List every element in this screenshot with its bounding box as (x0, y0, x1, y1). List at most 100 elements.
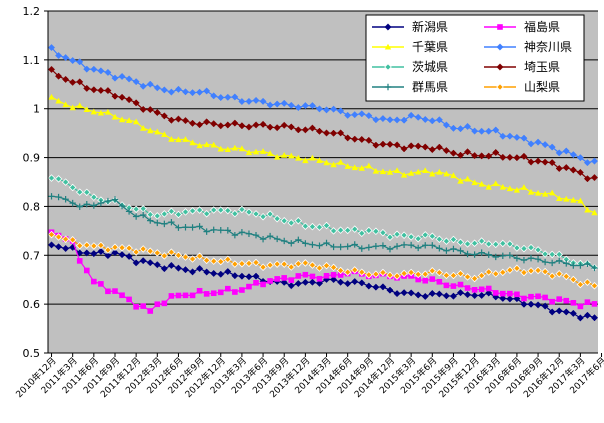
series-1-point (428, 289, 436, 298)
series-3-point (414, 168, 422, 175)
series-6-point (506, 153, 514, 161)
series-3-point (309, 154, 316, 161)
series-8-point (202, 256, 211, 265)
y-tick-label: 0.6 (23, 298, 41, 311)
series-8-point (287, 263, 296, 271)
series-6-point (273, 124, 281, 132)
series-3-point (83, 106, 90, 112)
y-tick-label: 1.1 (23, 54, 41, 67)
series-6-point (372, 141, 380, 149)
series-7-point (323, 239, 330, 247)
series-8-point (153, 249, 162, 257)
series-2-point (457, 281, 464, 288)
series-6-point (203, 118, 211, 126)
y-tick-label: 1 (33, 103, 40, 116)
series-4-point (266, 101, 274, 109)
series-1-point (245, 273, 253, 281)
series-1-point (174, 264, 183, 272)
series-3-point (69, 104, 76, 111)
series-4-point (90, 65, 98, 73)
series-6-point (315, 127, 324, 135)
series-6-point (266, 123, 274, 131)
series-3-point (429, 170, 436, 177)
series-1-point (372, 283, 380, 291)
series-3-point (118, 116, 126, 123)
series-7-point (154, 219, 161, 227)
series-4-point (238, 97, 246, 106)
series-6-point (174, 115, 183, 123)
series-3-point (90, 108, 98, 115)
y-tick-label: 0.5 (23, 347, 41, 360)
series-8-point (379, 268, 387, 277)
series-5-point (407, 233, 415, 241)
series-3-point (577, 197, 584, 204)
series-5-point (132, 205, 140, 213)
series-3-point (76, 102, 83, 109)
series-2-point (591, 301, 598, 307)
series-2-point (295, 273, 302, 279)
series-4-point (224, 93, 232, 101)
series-5-point (336, 226, 345, 234)
series-6-point (520, 152, 528, 160)
series-7-point (548, 259, 556, 267)
series-6-point (337, 129, 345, 137)
series-5-point (195, 206, 204, 214)
series-6-point (456, 151, 465, 159)
series-1 (47, 241, 599, 322)
series-3-point (520, 184, 528, 190)
series-4-point (308, 102, 316, 110)
series-8-point (104, 246, 112, 254)
series-6-point (421, 143, 429, 151)
series-2-point (217, 289, 224, 296)
series-3-point (457, 177, 464, 184)
series-3-point (527, 188, 535, 195)
series-8-point (266, 261, 274, 269)
series-2-point (302, 271, 309, 278)
series-2-point (330, 272, 337, 278)
legend-swatch-point (384, 43, 392, 50)
series-6-point (562, 164, 570, 172)
series-7-point (210, 226, 217, 233)
series-7-point (471, 251, 478, 258)
series-8-point (195, 252, 204, 260)
series-3-point (182, 136, 189, 142)
series-1-point (379, 283, 387, 291)
series-5-point (428, 232, 437, 241)
series-2-point (267, 278, 273, 284)
series-7-point (372, 243, 380, 250)
series-8-point (294, 259, 303, 268)
series-5-point (513, 244, 521, 252)
series-2-point (464, 285, 471, 291)
series-4-point (379, 115, 387, 123)
series-6-point (492, 148, 500, 157)
series-4-point (407, 111, 415, 119)
series-7-point (139, 211, 147, 219)
series-1-point (181, 266, 190, 274)
legend-entry: 群馬県 (372, 80, 448, 94)
series-8-point (343, 268, 352, 276)
series-3-point (111, 113, 119, 120)
series-3-point (351, 164, 358, 171)
series-8-point (301, 259, 310, 267)
series-8-point (477, 271, 486, 280)
series-4-point (203, 87, 211, 95)
series-5-point (520, 244, 528, 253)
series-3-point (344, 163, 351, 169)
legend-swatch-point (497, 24, 503, 30)
series-1-point (104, 252, 112, 260)
series-7-point (295, 236, 302, 244)
series-6-point (259, 120, 267, 128)
series-7-point (506, 252, 514, 259)
series-7-point (570, 262, 577, 269)
series-6-point (499, 153, 507, 161)
series-8-point (393, 272, 401, 280)
series-2-point (316, 275, 323, 282)
series-6-point (252, 121, 260, 129)
series-7-point (464, 250, 471, 258)
series-1-point (520, 300, 528, 308)
series-3-point (259, 148, 267, 154)
series-6-point (76, 78, 84, 86)
series-8-point (47, 230, 56, 239)
series-6-point (231, 119, 239, 127)
series-3-point (513, 186, 521, 193)
